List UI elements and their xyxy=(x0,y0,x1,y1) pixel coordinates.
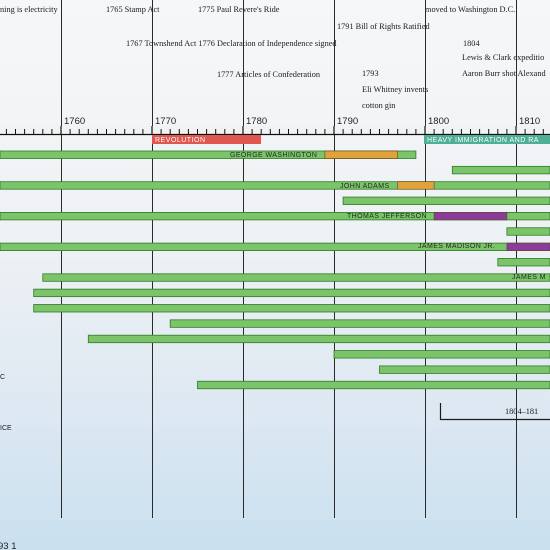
event-whitney-1: Eli Whitney invents xyxy=(362,85,428,94)
side-label-ice: ICE xyxy=(0,425,12,432)
tick-label-1780: 1780 xyxy=(246,116,267,127)
footnote: 93 1 xyxy=(0,541,17,550)
event-year-1793: 1793 xyxy=(362,69,379,78)
label-james-m: JAMES M xyxy=(512,274,546,281)
year-axis: 1760 1770 1780 1790 1800 1810 xyxy=(0,116,550,136)
event-townshend-declaration: 1767 Townshend Act 1776 Declaration of I… xyxy=(126,39,337,48)
label-thomas-jefferson: THOMAS JEFFERSON xyxy=(347,213,427,220)
lifespan-bar xyxy=(342,196,550,205)
era-immigration-bar xyxy=(424,135,550,144)
lifespan-bar xyxy=(42,273,550,282)
lifespan-bar xyxy=(169,319,550,328)
tick-label-1810: 1810 xyxy=(519,116,540,127)
event-paul-revere: 1775 Paul Revere's Ride xyxy=(198,5,280,14)
lifespan-bars xyxy=(0,150,550,390)
lifespan-bar xyxy=(197,380,550,390)
presidential-term-bar xyxy=(324,150,398,159)
side-label-c: C xyxy=(0,374,5,381)
event-washington-dc: moved to Washington D.C. xyxy=(425,5,515,14)
label-george-washington: GEORGE WASHINGTON xyxy=(230,152,317,159)
event-lewis-clark: Lewis & Clark expeditio xyxy=(462,53,544,62)
lifespan-bar xyxy=(33,304,550,313)
lifespan-bar xyxy=(497,258,550,267)
event-whitney-2: cotton gin xyxy=(362,101,396,110)
lifespan-bar xyxy=(33,288,550,298)
era-bands: REVOLUTION HEAVY IMMIGRATION AND RA xyxy=(152,135,550,144)
lifespan-bar xyxy=(506,227,550,236)
lifespan-bar xyxy=(87,334,550,344)
label-john-adams: JOHN ADAMS xyxy=(340,183,390,190)
lifespan-bar xyxy=(0,181,550,190)
minor-ticks xyxy=(5,126,544,135)
presidential-term-bar xyxy=(433,212,508,221)
era-immigration-label: HEAVY IMMIGRATION AND RA xyxy=(427,137,539,144)
lifespan-bar xyxy=(451,165,550,175)
event-articles: 1777 Articles of Confederation xyxy=(217,70,321,79)
era-revolution-label: REVOLUTION xyxy=(155,137,206,144)
event-year-1804: 1804 xyxy=(463,39,480,48)
axis-band xyxy=(0,126,550,135)
era-revolution-bar xyxy=(152,135,261,144)
lifespan-bar xyxy=(0,150,417,159)
event-burr: Aaron Burr shot Alexand xyxy=(462,69,546,78)
bar-labels: GEORGE WASHINGTON JOHN ADAMS THOMAS JEFF… xyxy=(230,152,546,281)
event-electricity: ning is electricity xyxy=(0,5,58,14)
lifespan-bar xyxy=(333,350,550,359)
lifespan-bar xyxy=(0,242,550,252)
label-james-madison: JAMES MADISON JR. xyxy=(418,243,495,250)
tick-label-1790: 1790 xyxy=(337,116,358,127)
bracket-label: 1804–181 xyxy=(505,407,538,416)
tick-label-1760: 1760 xyxy=(64,116,85,127)
tick-label-1800: 1800 xyxy=(428,116,449,127)
lifespan-bar xyxy=(0,211,550,221)
lifespan-bar xyxy=(379,365,550,374)
event-bill-of-rights: 1791 Bill of Rights Ratified xyxy=(337,22,430,31)
presidential-term-bar xyxy=(506,242,550,251)
event-annotations: ning is electricity 1765 Stamp Act 1775 … xyxy=(0,5,546,110)
event-stamp-act: 1765 Stamp Act xyxy=(106,5,160,14)
tick-label-1770: 1770 xyxy=(155,116,176,127)
presidential-term-bar xyxy=(397,181,435,190)
expedition-bracket: 1804–181 xyxy=(439,403,550,421)
